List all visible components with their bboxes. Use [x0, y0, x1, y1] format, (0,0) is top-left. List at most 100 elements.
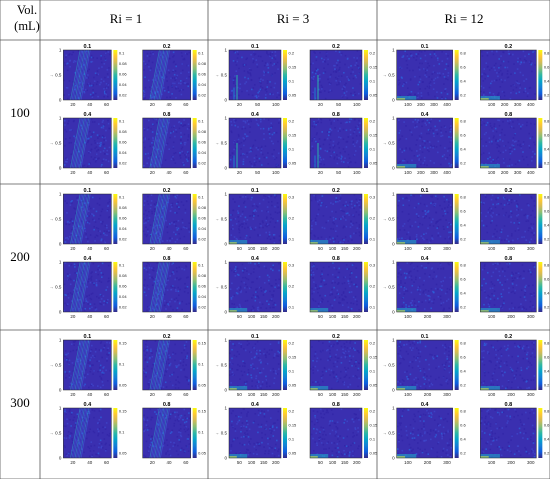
x-tick-label: 50 — [237, 314, 243, 319]
colorbar-tick-label: 0.2 — [544, 93, 550, 98]
colorbar-tick-label: 0.8 — [544, 119, 550, 124]
panel-streak — [155, 193, 166, 245]
panel-streak — [150, 49, 162, 101]
panel-noise — [63, 340, 111, 389]
x-tick-label: 300 — [443, 314, 451, 319]
y-tick-label: 0.5 — [221, 431, 228, 436]
y-tick-label: 0.5 — [388, 141, 395, 146]
colorbar-tick-label: 0.2 — [370, 409, 376, 414]
y-tick-label: 0.5 — [55, 363, 62, 368]
panel-frame — [63, 49, 112, 101]
heatmap-panel-0.1: 0.1 0.1 0.08 0.06 0.04 0.02 1 0.5 0 → 20 40 60 — [49, 188, 127, 251]
panel-corner-hot — [396, 240, 417, 244]
colorbar-tick-label: 0.6 — [460, 423, 466, 428]
panel-corner-hot — [480, 308, 500, 312]
colorbar-tick-label: 0.06 — [198, 140, 207, 145]
panel-corner-hot — [480, 96, 500, 100]
panel-corner-hot — [229, 386, 248, 390]
x-tick-label: 20 — [70, 314, 76, 319]
y-axis-label: → — [49, 363, 53, 368]
x-tick-label: 40 — [87, 314, 93, 319]
panel-frame — [309, 193, 363, 245]
panel-frame — [396, 49, 453, 101]
panel-streak — [159, 193, 170, 245]
colorbar — [113, 118, 118, 168]
y-tick-label: 1 — [59, 406, 62, 411]
panel-corner-peak — [480, 166, 489, 168]
panel-noise — [142, 340, 190, 390]
colorbar-tick-label: 0.1 — [198, 195, 204, 200]
colorbar — [113, 262, 118, 312]
heatmap-panel-0.4: 0.4 0.2 0.15 0.1 0.05 1 0.5 0 → 50 100 150 200 — [215, 402, 297, 465]
panel-title: 0.4 — [251, 256, 260, 262]
panel-title: 0.1 — [421, 44, 429, 50]
panel-frame — [309, 49, 363, 101]
panel-noise — [143, 262, 190, 312]
colorbar — [538, 262, 543, 312]
panel-frame — [480, 407, 537, 459]
x-tick-label: 100 — [248, 314, 256, 319]
panel-frame — [63, 407, 112, 459]
panel-noise — [229, 262, 281, 312]
x-tick-label: 40 — [167, 170, 173, 175]
colorbar-tick-label: 0.8 — [544, 341, 550, 346]
colorbar-tick-label: 0.4 — [460, 369, 466, 374]
panel-title: 0.8 — [332, 112, 340, 118]
panel-streak — [76, 407, 87, 459]
heatmap-panel-0.8: 0.8 0.3 0.2 0.1 50 100 150 200 — [309, 256, 376, 319]
x-tick-label: 200 — [353, 246, 361, 251]
x-tick-label: 100 — [272, 102, 280, 107]
colorbar-tick-label: 0.02 — [119, 93, 128, 98]
panel-streak — [152, 193, 163, 245]
panel-noise — [310, 340, 362, 390]
panel-streak — [80, 339, 91, 391]
colorbar-tick-label: 0.8 — [544, 51, 550, 56]
colorbar — [283, 50, 287, 100]
y-tick-label: 0.5 — [221, 217, 228, 222]
panel-streak — [158, 117, 169, 169]
panel-title: 0.4 — [421, 112, 430, 118]
panel-title: 0.1 — [84, 188, 92, 194]
panel-corner-hot — [310, 308, 329, 312]
y-tick-label: 0 — [59, 388, 62, 393]
panel-frame — [396, 193, 453, 245]
colorbar-tick-label: 0.06 — [198, 72, 207, 77]
colorbar-tick-label: 0.05 — [289, 161, 298, 166]
y-tick-label: 0 — [59, 456, 62, 461]
x-tick-label: 60 — [183, 170, 189, 175]
colorbar-tick-label: 0.1 — [289, 369, 295, 374]
y-axis-label: → — [215, 217, 219, 222]
colorbar-tick-label: 0.05 — [198, 451, 207, 456]
y-tick-label: 0.5 — [55, 73, 62, 78]
panel-noise — [397, 50, 453, 100]
x-tick-label: 50 — [318, 314, 324, 319]
panel-frame — [142, 193, 191, 245]
colorbar-tick-label: 0.1 — [370, 305, 376, 310]
colorbar-tick-label: 0.02 — [198, 305, 207, 310]
colorbar-tick-label: 0.6 — [460, 133, 466, 138]
corner-label-vol: Vol. — [17, 3, 37, 17]
x-tick-label: 200 — [353, 460, 361, 465]
x-tick-label: 60 — [104, 392, 110, 397]
colorbar-tick-label: 0.1 — [119, 51, 125, 56]
colorbar-tick-label: 0.4 — [460, 79, 466, 84]
x-tick-label: 150 — [260, 314, 268, 319]
colorbar-tick-label: 0.08 — [198, 61, 207, 66]
colorbar-tick-label: 0.8 — [460, 195, 466, 200]
panel-noise — [480, 340, 536, 390]
panel-corner-peak — [229, 310, 237, 312]
panel-title: 0.8 — [163, 402, 171, 408]
panel-noise — [480, 262, 536, 312]
panel-streak — [70, 49, 81, 101]
x-tick-label: 60 — [183, 314, 189, 319]
panel-streak — [152, 339, 163, 391]
y-tick-label: 1 — [392, 338, 395, 343]
colorbar-tick-label: 0.15 — [370, 423, 379, 428]
panel-frame — [228, 407, 282, 459]
panel-noise — [397, 340, 452, 390]
y-tick-label: 1 — [59, 260, 62, 265]
heatmap-panel-0.1: 0.1 0.15 0.1 0.05 1 0.5 0 → 20 40 60 — [49, 334, 127, 397]
colorbar — [538, 340, 543, 390]
panel-noise — [480, 50, 536, 100]
y-tick-label: 0.5 — [221, 363, 228, 368]
